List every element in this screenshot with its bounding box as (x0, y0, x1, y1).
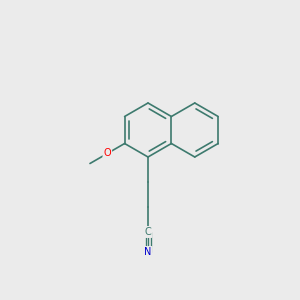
Text: O: O (103, 148, 111, 158)
Text: C: C (145, 227, 152, 237)
Text: N: N (144, 247, 152, 257)
